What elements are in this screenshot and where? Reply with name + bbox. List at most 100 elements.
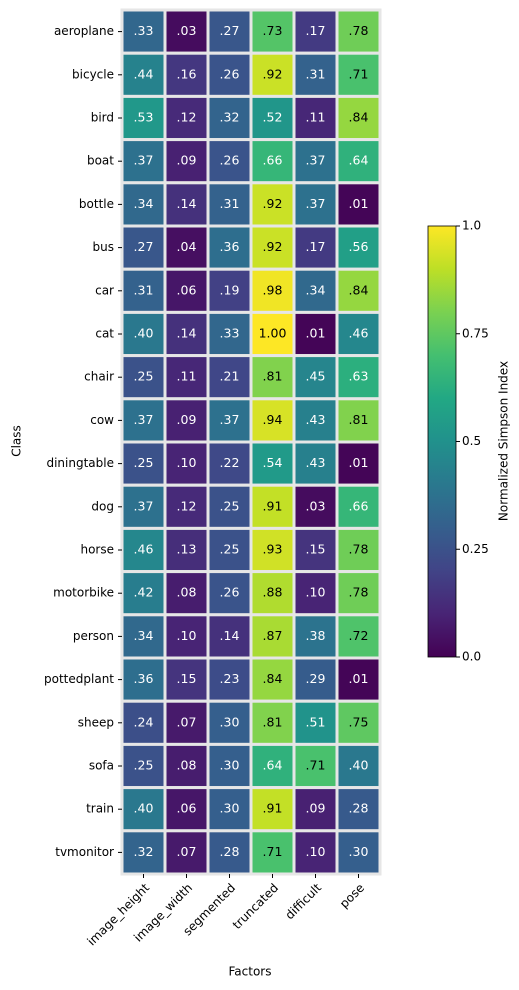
cell-label: .03: [177, 23, 197, 38]
cell-label: .56: [349, 239, 369, 254]
cell-label: .43: [306, 455, 326, 470]
y-tick-label: horse: [80, 543, 114, 557]
heatmap-cell: [335, 440, 382, 487]
cell-label: .73: [263, 23, 283, 38]
cell-label: .44: [134, 66, 154, 81]
cell-label: .04: [177, 239, 197, 254]
heatmap-cell: [292, 613, 339, 660]
cell-label: .37: [306, 153, 326, 168]
heatmap-cell: [163, 138, 210, 185]
cell-label: .34: [306, 282, 326, 297]
cell-label: .15: [306, 542, 326, 557]
heatmap-cell: [120, 440, 167, 487]
x-tick-label: difficult: [283, 880, 325, 922]
cell-label: .12: [177, 498, 197, 513]
cell-label: .27: [134, 239, 154, 254]
heatmap-cell: [335, 181, 382, 228]
cell-label: .17: [306, 239, 326, 254]
cell-label: .84: [349, 110, 369, 125]
cell-label: .31: [306, 66, 326, 81]
cell-label: .15: [177, 671, 197, 686]
cell-label: .64: [263, 758, 283, 773]
cell-label: .87: [263, 628, 283, 643]
cell-label: .66: [349, 498, 369, 513]
cell-label: .40: [349, 758, 369, 773]
cell-label: .25: [134, 455, 154, 470]
y-tick-label: sheep: [78, 715, 114, 729]
cell-label: .25: [134, 369, 154, 384]
cell-label: .30: [349, 844, 369, 859]
y-tick-label: dog: [91, 499, 114, 513]
cell-label: .33: [134, 23, 154, 38]
y-tick-label: motorbike: [53, 586, 114, 600]
cell-label: .14: [177, 326, 197, 341]
cell-label: .11: [177, 369, 197, 384]
cell-label: .10: [177, 455, 197, 470]
cell-label: .52: [263, 110, 283, 125]
cell-label: .28: [349, 801, 369, 816]
cell-label: .92: [263, 196, 283, 211]
cell-label: .09: [177, 412, 197, 427]
x-tick-label: pose: [337, 881, 367, 911]
colorbar-tick-label: 1.0: [462, 219, 481, 233]
cell-label: .84: [349, 282, 369, 297]
cell-label: .43: [306, 412, 326, 427]
cell-label: .01: [349, 671, 369, 686]
colorbar: [427, 225, 457, 658]
colorbar-tick-label: 0.0: [462, 650, 481, 664]
heatmap-cell: [163, 526, 210, 574]
cell-label: .37: [306, 196, 326, 211]
x-axis-label: Factors: [229, 965, 272, 979]
cell-label: .08: [177, 585, 197, 600]
cell-label: .29: [306, 671, 326, 686]
y-tick-label: cow: [90, 413, 114, 427]
cell-label: .26: [220, 66, 240, 81]
cell-label: .71: [349, 66, 369, 81]
cell-label: .31: [220, 196, 240, 211]
cell-label: .14: [220, 628, 240, 643]
heatmap-cell: [206, 354, 253, 401]
heatmap-cell: [120, 829, 167, 876]
cell-label: .10: [177, 628, 197, 643]
cell-label: .78: [349, 542, 369, 557]
y-tick-label: sofa: [89, 759, 114, 773]
heatmap-cell: [335, 310, 382, 358]
cell-label: .81: [263, 714, 283, 729]
colorbar-tick-label: 0.75: [462, 326, 489, 340]
cell-label: .51: [306, 714, 326, 729]
cell-label: .78: [349, 23, 369, 38]
cell-label: .71: [306, 758, 326, 773]
cell-label: .32: [220, 110, 240, 125]
cell-label: 1.00: [259, 326, 287, 341]
y-tick-label: bottle: [79, 197, 114, 211]
cell-label: .16: [177, 66, 197, 81]
heatmap-cell: [163, 699, 210, 746]
heatmap-cell: [335, 483, 382, 530]
cell-label: .91: [263, 498, 283, 513]
y-tick-label: aeroplane: [54, 24, 114, 38]
cell-label: .81: [263, 369, 283, 384]
cell-label: .37: [134, 498, 154, 513]
cell-label: .31: [134, 282, 154, 297]
cell-label: .27: [220, 23, 240, 38]
cell-label: .10: [306, 585, 326, 600]
cell-label: .11: [306, 110, 326, 125]
heatmap-cell: [335, 786, 382, 833]
cell-label: .54: [263, 455, 283, 470]
cell-label: .71: [263, 844, 283, 859]
cell-label: .64: [349, 153, 369, 168]
heatmap-cell: [335, 526, 382, 574]
cell-label: .01: [349, 455, 369, 470]
heatmap-cell: [335, 354, 382, 401]
heatmap-cell: [335, 742, 382, 790]
cell-label: .84: [263, 671, 283, 686]
cell-label: .24: [134, 714, 154, 729]
heatmap-cell: [249, 440, 296, 487]
y-tick-label: chair: [84, 370, 114, 384]
heatmap-cell: [335, 613, 382, 660]
heatmap-cell: [163, 742, 210, 790]
cell-label: .25: [220, 542, 240, 557]
cell-label: .53: [134, 110, 154, 125]
cell-label: .17: [306, 23, 326, 38]
cell-label: .14: [177, 196, 197, 211]
